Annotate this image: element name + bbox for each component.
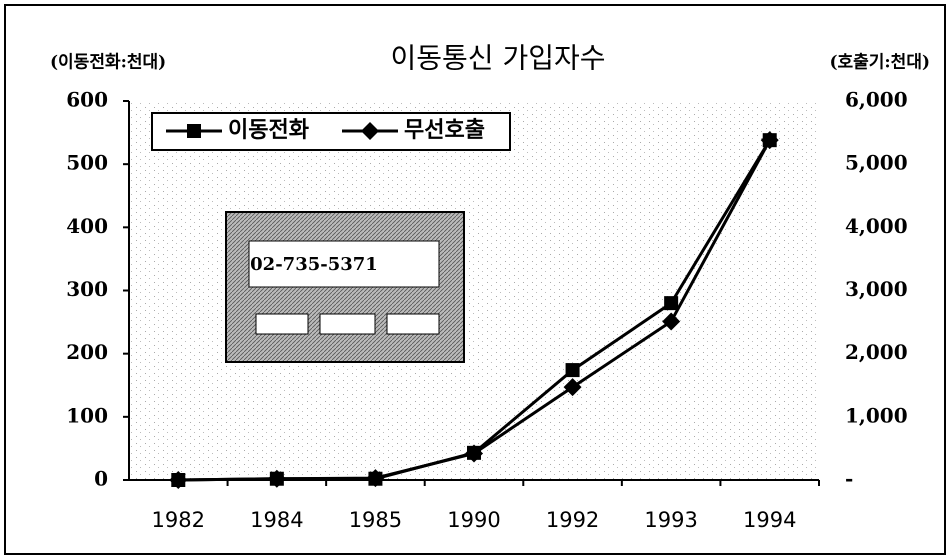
- y2-tick-label: 4,000: [845, 214, 908, 238]
- y2-tick-label: 1,000: [845, 403, 908, 427]
- inset-button: [319, 313, 376, 335]
- inset: 02-735-5371: [225, 211, 465, 363]
- data-point: [465, 444, 483, 463]
- data-point: [760, 131, 779, 150]
- inset-display: [248, 240, 440, 288]
- y-tick-label: 100: [66, 403, 108, 427]
- y-tick-label: 400: [66, 214, 108, 238]
- data-point: [662, 312, 681, 331]
- legend-marker: [187, 124, 201, 138]
- y2-tick-label: 3,000: [845, 277, 908, 301]
- x-tick-label: 1985: [349, 508, 402, 532]
- data-point: [169, 471, 188, 489]
- legend-label: 이동전화: [228, 117, 309, 143]
- data-point: [664, 296, 679, 311]
- chart-title: 이동통신 가입자수: [391, 42, 606, 75]
- x-tick-label: 1994: [743, 508, 796, 532]
- legend-marker: [361, 122, 379, 140]
- legend-label: 무선호출: [404, 117, 485, 143]
- y-tick-label: 0: [94, 467, 108, 491]
- y2-tick-label: 6,000: [845, 88, 908, 112]
- y2-tick-label: -: [845, 467, 853, 491]
- x-tick-label: 1990: [447, 508, 500, 532]
- x-tick-label: 1984: [250, 508, 303, 532]
- y-tick-label: 300: [66, 277, 108, 301]
- data-point: [366, 469, 385, 488]
- x-tick-label: 1992: [546, 508, 599, 532]
- data-point: [563, 378, 582, 397]
- y-axis-label: (이동전화:천대): [50, 53, 166, 73]
- y-tick-label: 600: [66, 88, 108, 112]
- data-point: [267, 469, 286, 488]
- x-tick-label: 1993: [644, 508, 697, 532]
- y-tick-label: 200: [66, 340, 108, 364]
- y2-tick-label: 5,000: [845, 151, 908, 175]
- data-point: [565, 363, 580, 378]
- inset-button: [255, 313, 309, 335]
- y2-tick-label: 2,000: [845, 340, 908, 364]
- y2-axis-label: (호출기:천대): [829, 53, 930, 73]
- annotation: 02-735-5371: [250, 254, 378, 275]
- x-tick-label: 1982: [152, 508, 205, 532]
- inset-button: [386, 313, 440, 335]
- y-tick-label: 500: [66, 151, 108, 175]
